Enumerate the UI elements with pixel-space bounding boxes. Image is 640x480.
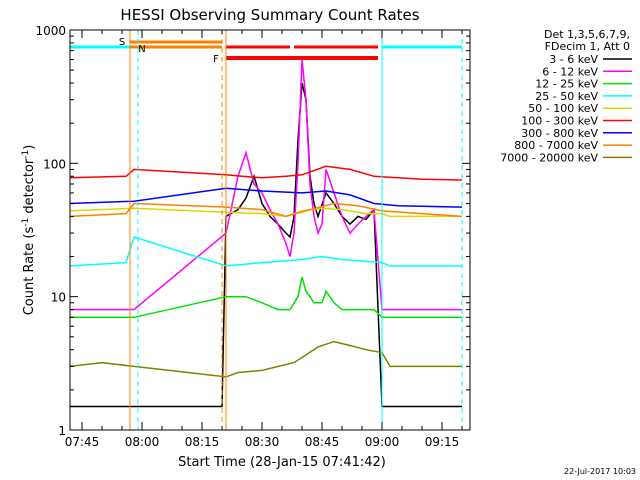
series-line-7 xyxy=(69,202,463,218)
x-axis-ticks: 07:45 08:00 08:15 08:30 08:45 09:00 09:15 xyxy=(65,30,463,449)
legend-label-8: 7000 - 20000 keV xyxy=(500,151,598,164)
series-line-8 xyxy=(69,340,462,378)
legend-header-line-1: Det 1,3,5,6,7,9, xyxy=(544,28,630,41)
legend-label-0: 3 - 6 keV xyxy=(549,53,598,66)
series-line-2 xyxy=(70,276,462,319)
marker-labels: S N F xyxy=(119,37,219,65)
x-tick-label-2: 08:15 xyxy=(185,435,220,449)
y-tick-label-2: 100 xyxy=(43,157,66,171)
marker-label-f: F xyxy=(213,54,219,65)
y-tick-label-3: 1000 xyxy=(35,24,66,38)
x-axis-label: Start Time (28-Jan-15 07:41:42) xyxy=(178,455,386,470)
y-axis-label-part2: detector xyxy=(22,158,37,218)
legend-label-3: 25 - 50 keV xyxy=(535,90,598,103)
series-line-0 xyxy=(70,82,462,408)
legend-label-7: 800 - 7000 keV xyxy=(514,139,598,152)
chart-title: HESSI Observing Summary Count Rates xyxy=(120,6,419,24)
series-line-5 xyxy=(69,165,463,181)
y-tick-label-1: 10 xyxy=(51,291,66,305)
plot-frame xyxy=(69,29,471,431)
marker-lines xyxy=(129,30,463,430)
legend-header-line-2: FDecim 1, Att 0 xyxy=(545,40,630,53)
x-tick-label-3: 08:30 xyxy=(245,435,280,449)
x-tick-label-5: 09:00 xyxy=(365,435,400,449)
y-axis-label-part1: Count Rate (s xyxy=(22,227,37,316)
footer-date: 22-Jul-2017 10:03 xyxy=(564,467,636,476)
series-line-1 xyxy=(70,59,462,311)
series-line-3 xyxy=(69,236,462,267)
y-axis-label-sup2: -1 xyxy=(21,150,31,159)
legend-label-4: 50 - 100 keV xyxy=(528,102,598,115)
legend-label-6: 300 - 800 keV xyxy=(521,127,598,140)
x-tick-label-4: 08:45 xyxy=(305,435,340,449)
x-tick-label-1: 08:00 xyxy=(125,435,160,449)
legend: Det 1,3,5,6,7,9,FDecim 1, Att 03 - 6 keV… xyxy=(500,28,632,164)
legend-label-5: 100 - 300 keV xyxy=(521,115,598,128)
marker-label-n: N xyxy=(138,44,145,55)
y-axis-label-sup1: -1 xyxy=(21,218,31,227)
y-axis-label-part3: ) xyxy=(22,145,37,150)
observing-bars xyxy=(70,40,462,60)
series-line-6 xyxy=(69,187,463,208)
y-tick-label-0: 1 xyxy=(58,424,66,438)
series-lines xyxy=(69,59,463,408)
y-axis-label: Count Rate (s-1 detector-1) xyxy=(21,145,37,316)
legend-label-1: 6 - 12 keV xyxy=(542,65,598,78)
legend-label-2: 12 - 25 keV xyxy=(535,78,598,91)
y-axis-ticks: 1 10 100 1000 xyxy=(35,24,470,438)
x-tick-label-0: 07:45 xyxy=(65,435,100,449)
x-tick-label-6: 09:15 xyxy=(425,435,460,449)
marker-label-s: S xyxy=(119,37,125,48)
